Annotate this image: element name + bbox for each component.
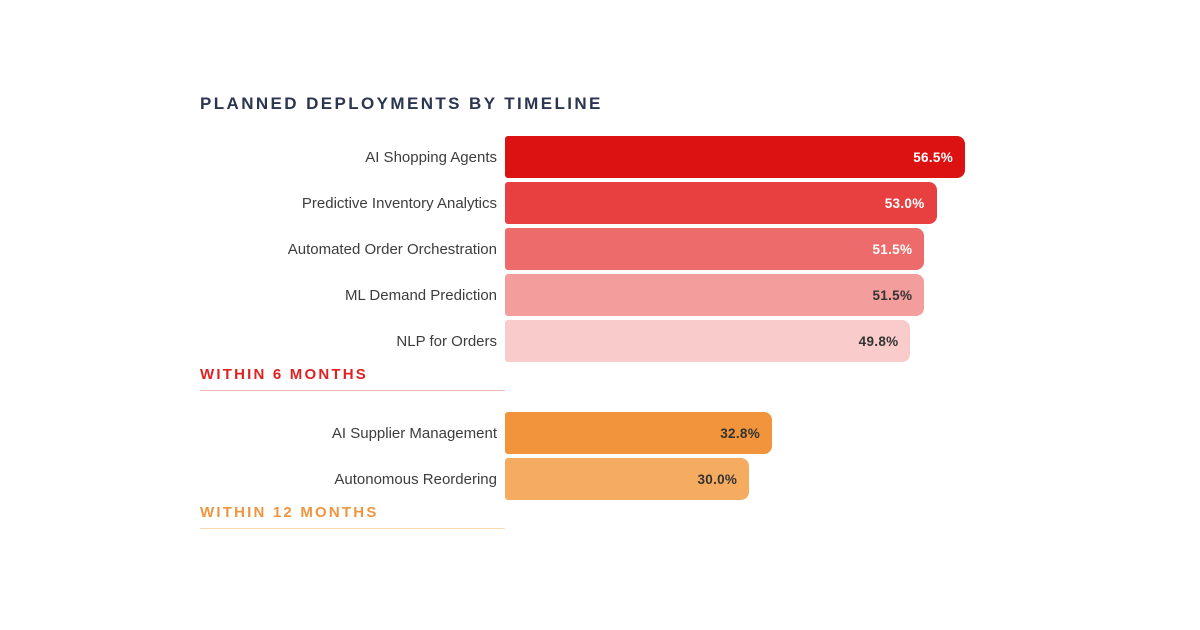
bar: 32.8% [505, 412, 773, 454]
bar-label: Predictive Inventory Analytics [301, 194, 497, 212]
bar: 51.5% [505, 228, 925, 270]
bar-track: 56.5% [505, 136, 965, 178]
bar-row: AI Supplier Management 32.8% [200, 412, 1010, 454]
bar-label: AI Shopping Agents [365, 148, 497, 166]
section-label-within-12-months: WITHIN 12 MONTHS [200, 505, 505, 529]
bar-value: 56.5% [913, 149, 953, 165]
bar-row: NLP for Orders 49.8% [200, 320, 1010, 362]
chart-content: PLANNED DEPLOYMENTS BY TIMELINE AI Shopp… [200, 93, 1010, 529]
bar-label: NLP for Orders [396, 332, 497, 350]
bar-track: 51.5% [505, 274, 965, 316]
bar-value: 53.0% [884, 195, 925, 211]
bar-row: ML Demand Prediction 51.5% [200, 274, 1010, 316]
bar-value: 51.5% [872, 287, 913, 303]
bar-row: Predictive Inventory Analytics 53.0% [200, 182, 1010, 224]
bar: 49.8% [505, 320, 911, 362]
section-underline [200, 390, 505, 391]
section-underline [200, 528, 505, 529]
bar: 53.0% [505, 182, 937, 224]
bar-label: ML Demand Prediction [344, 286, 497, 304]
bar-label: Autonomous Reordering [334, 470, 497, 488]
bar: 30.0% [505, 458, 750, 500]
bar: 51.5% [505, 274, 925, 316]
section-title: WITHIN 6 MONTHS [200, 366, 368, 383]
bar-track: 51.5% [505, 228, 965, 270]
bar-track: 53.0% [505, 182, 965, 224]
bar-value: 51.5% [872, 241, 913, 257]
chart-title: PLANNED DEPLOYMENTS BY TIMELINE [200, 94, 603, 113]
bar-value: 32.8% [720, 425, 761, 441]
bar-value: 30.0% [697, 471, 738, 487]
bar-label: Automated Order Orchestration [287, 240, 497, 258]
bar-row: Automated Order Orchestration 51.5% [200, 228, 1010, 270]
section-label-within-6-months: WITHIN 6 MONTHS [200, 367, 505, 391]
section-title: WITHIN 12 MONTHS [200, 504, 379, 521]
bar-track: 32.8% [505, 412, 965, 454]
bar: 56.5% [505, 136, 965, 178]
bar-row: Autonomous Reordering 30.0% [200, 458, 1010, 500]
bar-track: 49.8% [505, 320, 965, 362]
bar-track: 30.0% [505, 458, 965, 500]
bar-value: 49.8% [858, 333, 899, 349]
bar-row: AI Shopping Agents 56.5% [200, 136, 1010, 178]
bar-group-within-12-months: AI Supplier Management 32.8% Autonomous … [200, 412, 1010, 529]
bar-chart: AI Shopping Agents 56.5% Predictive Inve… [200, 136, 1010, 529]
bar-label: AI Supplier Management [331, 424, 497, 442]
bar-group-within-6-months: AI Shopping Agents 56.5% Predictive Inve… [200, 136, 1010, 391]
